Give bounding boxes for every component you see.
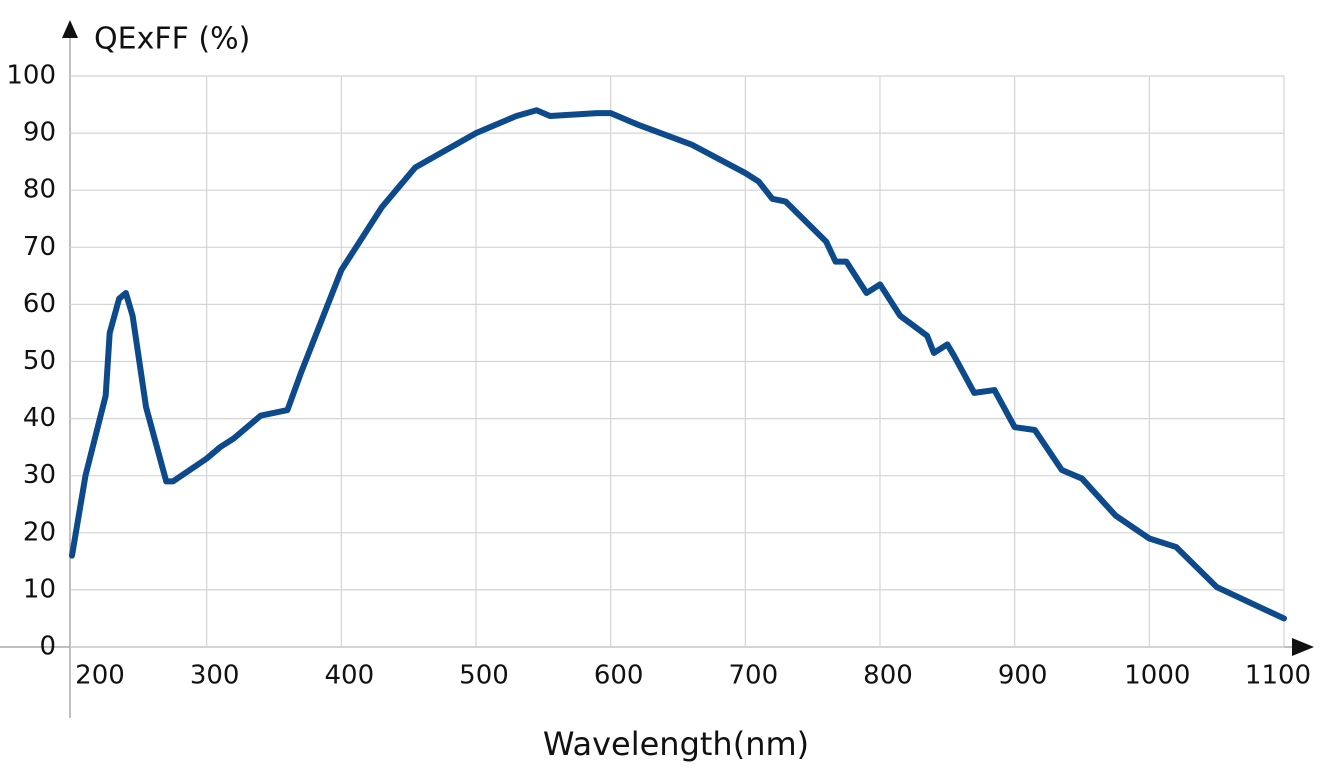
y-tick-label: 90 — [23, 118, 56, 148]
x-tick-label: 800 — [863, 661, 913, 691]
data-line — [69, 107, 1287, 622]
y-tick-label: 30 — [23, 460, 56, 490]
y-tick-label: 50 — [23, 346, 56, 376]
y-arrow — [62, 20, 78, 38]
y-tick-label: 70 — [23, 232, 56, 262]
x-tick-label: 500 — [459, 661, 509, 691]
y-tick-label: 40 — [23, 403, 56, 433]
x-tick-label: 900 — [998, 661, 1048, 691]
y-tick-label: 0 — [39, 632, 56, 662]
x-tick-label: 1100 — [1245, 661, 1311, 691]
y-tick-label: 80 — [23, 175, 56, 205]
y-tick-label: 10 — [23, 574, 56, 604]
x-tick-label: 600 — [594, 661, 644, 691]
x-axis-label: Wavelength(nm) — [543, 725, 809, 763]
y-tick-label: 100 — [6, 61, 56, 91]
y-tick-label: 60 — [23, 289, 56, 319]
x-tick-label: 300 — [190, 661, 240, 691]
x-tick-label: 400 — [325, 661, 375, 691]
x-tick-label: 1000 — [1124, 661, 1190, 691]
y-tick-label: 20 — [23, 517, 56, 547]
x-tick-label: 200 — [75, 661, 125, 691]
x-tick-label: 700 — [729, 661, 779, 691]
x-arrow — [1292, 638, 1314, 656]
chart-title: QExFF (%) — [94, 22, 250, 57]
